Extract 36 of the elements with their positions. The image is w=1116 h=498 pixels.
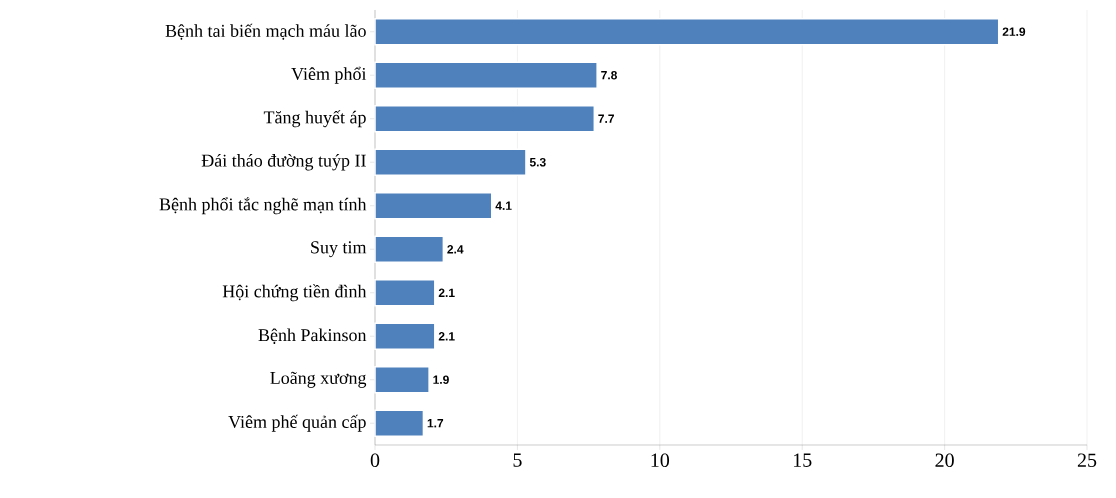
bar <box>374 278 436 307</box>
data-label: 2.1 <box>438 288 455 297</box>
data-label: 5.3 <box>529 157 546 167</box>
bar <box>374 104 596 133</box>
y-tick-label: Tăng huyết áp <box>263 110 366 128</box>
y-tick-label: Bệnh phổi tắc nghẽ mạn tính <box>159 197 367 215</box>
data-label: 7.7 <box>598 114 614 123</box>
data-label: 21.9 <box>1002 27 1026 36</box>
bar <box>374 148 527 176</box>
y-tick-label: Viêm phế quản cấp <box>228 414 366 432</box>
bar <box>374 191 493 220</box>
data-label: 2.1 <box>438 332 455 341</box>
y-tick-label: Đái tháo đường tuýp II <box>201 154 366 171</box>
data-label: 1.9 <box>433 375 449 384</box>
x-tick-label: 5 <box>513 453 522 467</box>
bar <box>374 17 1000 46</box>
data-label: 1.7 <box>427 419 444 428</box>
x-tick-label: 15 <box>793 453 812 467</box>
data-label: 7.8 <box>601 71 617 80</box>
bar <box>374 235 445 263</box>
bar <box>374 365 430 394</box>
x-tick-label: 20 <box>935 453 954 468</box>
y-tick-label: Hội chứng tiền đình <box>222 284 367 302</box>
y-tick-label: Suy tim <box>311 241 367 258</box>
y-tick-label: Viêm phổi <box>291 66 367 84</box>
y-tick-label: Bệnh tai biến mạch máu lão <box>165 23 366 40</box>
data-label: 4.1 <box>495 201 512 210</box>
x-tick-label: 0 <box>370 453 380 468</box>
y-tick-label: Loãng xương <box>270 371 367 388</box>
bar <box>374 61 598 89</box>
data-label: 2.4 <box>447 245 464 254</box>
bar <box>374 409 425 437</box>
y-tick-label: Bệnh Pakinson <box>258 328 367 344</box>
x-tick-label: 25 <box>1077 453 1097 467</box>
x-tick-label: 10 <box>651 453 670 468</box>
bar <box>374 322 436 350</box>
